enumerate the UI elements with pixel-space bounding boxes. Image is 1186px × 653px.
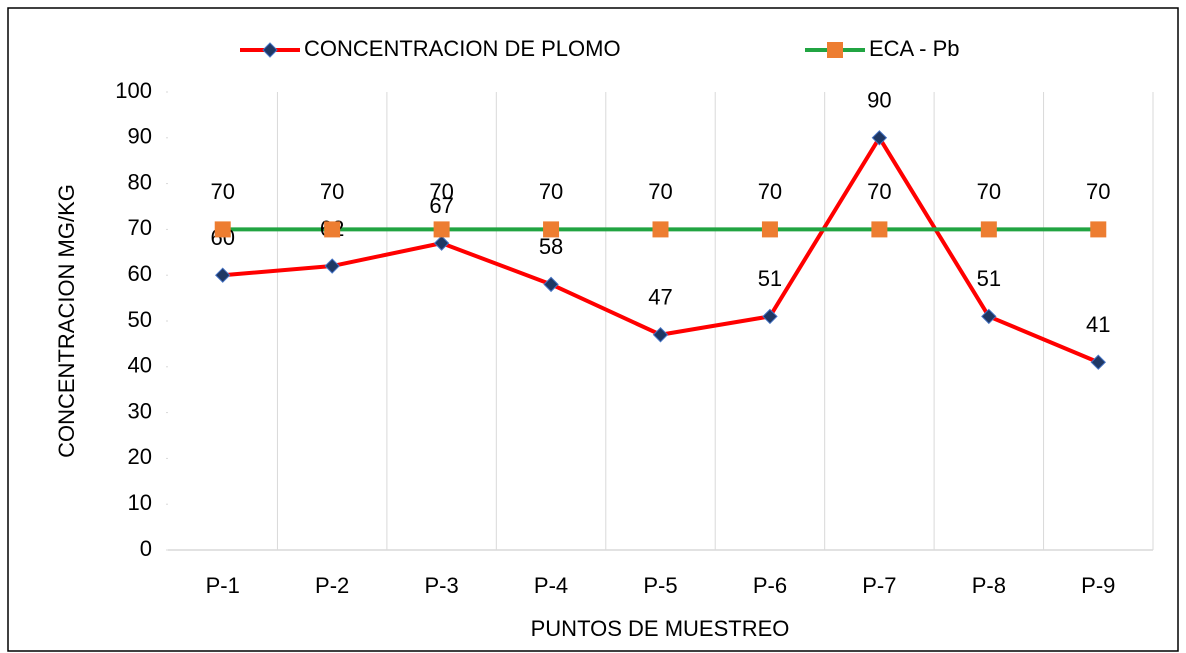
data-label: 70 bbox=[429, 179, 453, 204]
data-label: 70 bbox=[867, 179, 891, 204]
y-tick-label: 20 bbox=[128, 444, 152, 469]
data-label: 51 bbox=[977, 266, 1001, 291]
y-tick-label: 90 bbox=[128, 124, 152, 149]
y-tick-label: 80 bbox=[128, 169, 152, 194]
point bbox=[871, 130, 888, 146]
point bbox=[652, 221, 669, 238]
point bbox=[215, 267, 231, 283]
x-tick-label: P-8 bbox=[972, 573, 1006, 598]
data-label: 58 bbox=[539, 234, 563, 259]
y-tick-label: 0 bbox=[140, 536, 152, 561]
point bbox=[433, 221, 450, 238]
data-label: 70 bbox=[210, 179, 234, 204]
point bbox=[1090, 221, 1107, 238]
x-tick-label: P-9 bbox=[1081, 573, 1115, 598]
data-label: 90 bbox=[867, 88, 891, 113]
x-tick-label: P-5 bbox=[643, 573, 677, 598]
y-tick-label: 50 bbox=[128, 307, 152, 332]
point bbox=[652, 327, 669, 343]
y-tick-label: 100 bbox=[115, 78, 152, 103]
point bbox=[871, 221, 888, 238]
point bbox=[324, 258, 340, 274]
data-label: 70 bbox=[648, 179, 672, 204]
legend-label: ECA - Pb bbox=[869, 36, 959, 61]
point bbox=[324, 221, 341, 238]
point bbox=[762, 308, 778, 325]
data-label: 41 bbox=[1086, 312, 1110, 337]
data-label: 70 bbox=[977, 179, 1001, 204]
y-tick-label: 60 bbox=[128, 261, 152, 286]
y-tick-label: 70 bbox=[128, 215, 152, 240]
chart-frame bbox=[7, 7, 1179, 652]
x-tick-label: P-6 bbox=[753, 573, 787, 598]
point bbox=[980, 221, 997, 238]
x-axis-label: PUNTOS DE MUESTREO bbox=[531, 616, 790, 641]
y-tick-label: 30 bbox=[128, 398, 152, 423]
point bbox=[543, 221, 560, 238]
data-label: 70 bbox=[758, 179, 782, 204]
point bbox=[543, 276, 559, 293]
data-label: 70 bbox=[1086, 179, 1110, 204]
x-tick-label: P-3 bbox=[424, 573, 458, 598]
x-tick-label: P-1 bbox=[206, 573, 240, 598]
y-axis-label: CONCENTRACION MG/KG bbox=[54, 184, 79, 458]
data-label: 67 bbox=[429, 193, 453, 218]
legend-marker bbox=[262, 42, 278, 58]
data-label: 51 bbox=[758, 266, 782, 291]
point bbox=[214, 221, 231, 238]
y-tick-label: 40 bbox=[128, 353, 152, 378]
point bbox=[981, 308, 997, 325]
x-tick-label: P-4 bbox=[534, 573, 568, 598]
data-label: 70 bbox=[539, 179, 563, 204]
legend-label: CONCENTRACION DE PLOMO bbox=[304, 36, 621, 61]
x-tick-label: P-2 bbox=[315, 573, 349, 598]
point bbox=[1090, 354, 1106, 370]
data-label: 47 bbox=[648, 285, 672, 310]
data-label: 70 bbox=[320, 179, 344, 204]
point bbox=[761, 221, 778, 238]
point bbox=[433, 235, 450, 251]
x-tick-label: P-7 bbox=[862, 573, 896, 598]
y-tick-label: 10 bbox=[128, 490, 152, 515]
legend-marker bbox=[827, 42, 843, 58]
